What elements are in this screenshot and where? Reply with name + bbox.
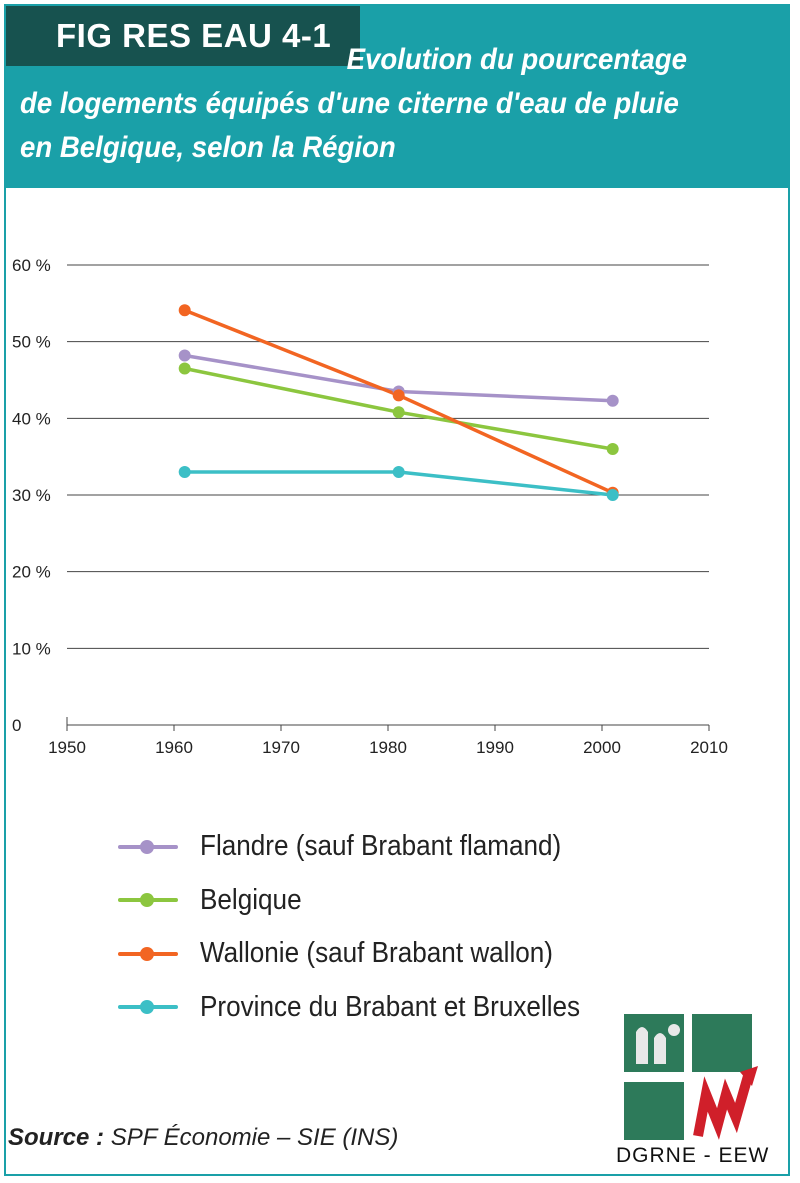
data-point: [178, 304, 191, 317]
legend-swatch: [118, 837, 178, 857]
data-point: [178, 466, 191, 478]
data-point: [392, 406, 405, 419]
y-tick-label: 50 %: [12, 333, 51, 352]
y-tick-label: 20 %: [12, 563, 51, 582]
legend-label: Province du Brabant et Bruxelles: [200, 990, 581, 1023]
data-point: [606, 489, 619, 501]
data-point: [392, 389, 405, 402]
legend-swatch: [118, 997, 178, 1017]
data-point: [606, 443, 619, 455]
data-point: [178, 349, 191, 362]
source-text: SPF Économie – SIE (INS): [110, 1124, 399, 1151]
legend-label: Wallonie (sauf Brabant wallon): [200, 937, 554, 970]
x-tick-label: 2000: [583, 738, 621, 757]
legend-label: Flandre (sauf Brabant flamand): [200, 830, 562, 863]
y-tick-label: 60 %: [12, 256, 51, 275]
source-label: Source :: [8, 1124, 105, 1151]
legend-label: Belgique: [200, 883, 302, 916]
x-tick-label: 2010: [690, 738, 728, 757]
y-tick-label: 30 %: [12, 486, 51, 505]
legend-swatch: [118, 944, 178, 964]
figure-tag: FIG RES EAU 4-1: [6, 6, 360, 66]
y-tick-label: 10 %: [12, 639, 51, 658]
legend-item: Wallonie (sauf Brabant wallon): [118, 927, 678, 981]
y-tick-label: 40 %: [12, 409, 51, 428]
data-point: [606, 394, 619, 407]
x-tick-label: 1970: [262, 738, 300, 757]
x-tick-label: 1950: [48, 738, 86, 757]
logo-label: DGRNE - EEW: [616, 1144, 770, 1167]
line-chart: 0 10 % 20 % 30 % 40 % 50 % 60 % 1950 1960 1970 198…: [12, 256, 728, 757]
x-tick-label: 1960: [155, 738, 193, 757]
legend-swatch: [118, 890, 178, 910]
series-line: [184, 308, 614, 495]
source-note: Source : SPF Économie – SIE (INS): [8, 1124, 398, 1152]
chart-title: Evolution du pourcentage de logements éq…: [20, 43, 688, 164]
legend-item: Flandre (sauf Brabant flamand): [118, 820, 678, 874]
organization-logo: [622, 1012, 758, 1142]
x-tick-label: 1980: [369, 738, 407, 757]
data-point: [178, 362, 191, 375]
legend-item: Province du Brabant et Bruxelles: [118, 981, 678, 1035]
x-tick-label: 1990: [476, 738, 514, 757]
figure-frame: [4, 4, 790, 1176]
y-tick-label: 0: [12, 716, 21, 735]
legend: Flandre (sauf Brabant flamand) Belgique Wa…: [118, 820, 678, 1034]
data-point: [392, 466, 405, 478]
legend-item: Belgique: [118, 874, 678, 928]
